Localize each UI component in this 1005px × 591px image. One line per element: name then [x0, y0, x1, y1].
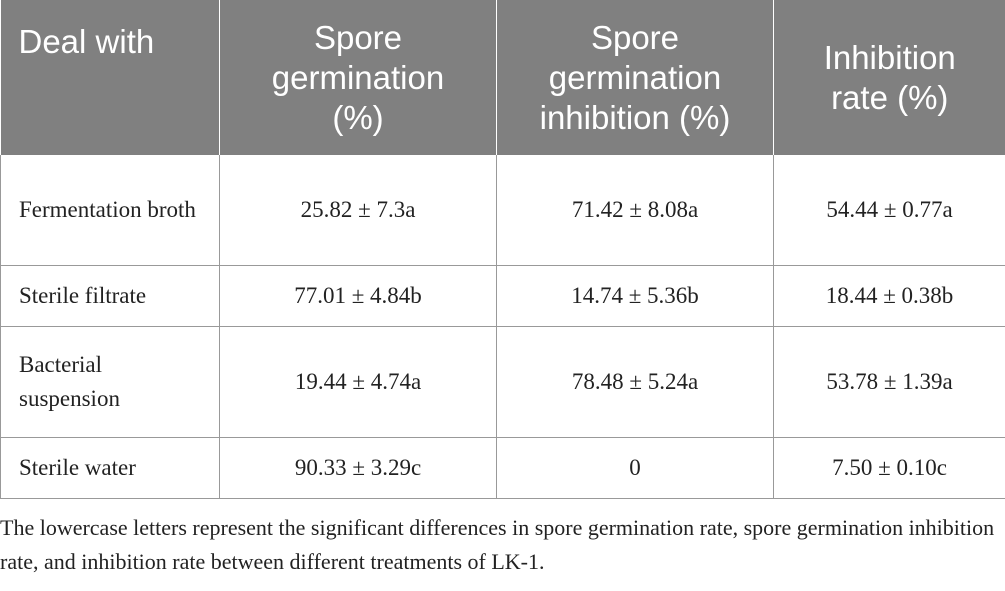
table-cell: 78.48 ± 5.24a	[496, 326, 774, 438]
table-row: Bacterial suspension 19.44 ± 4.74a 78.48 ±…	[0, 326, 1005, 438]
header-row: Deal with Spore germination (%) Spore germ…	[0, 0, 1005, 155]
table-cell: 7.50 ± 0.10c	[773, 437, 1005, 499]
header-cell: Spore germination (%)	[219, 0, 497, 155]
table-cell: 14.74 ± 5.36b	[496, 265, 774, 327]
table-row: Sterile filtrate 77.01 ± 4.84b 14.74 ± 5.3…	[0, 265, 1005, 327]
header-cell: Inhibition rate (%)	[773, 0, 1005, 155]
row-label: Sterile filtrate	[0, 265, 220, 327]
table-cell: 0	[496, 437, 774, 499]
table-header: Deal with Spore germination (%) Spore germ…	[0, 0, 1005, 155]
header-cell: Spore germination inhibition (%)	[496, 0, 774, 155]
row-label: Bacterial suspension	[0, 326, 220, 438]
table-cell: 25.82 ± 7.3a	[219, 155, 497, 266]
header-cell: Deal with	[0, 0, 220, 155]
footnote: The lowercase letters represent the sign…	[0, 515, 995, 574]
row-label: Sterile water	[0, 437, 220, 499]
table-cell: 54.44 ± 0.77a	[773, 155, 1005, 266]
table-row: Fermentation broth 25.82 ± 7.3a 71.42 ± 8.…	[0, 155, 1005, 266]
table-cell: 77.01 ± 4.84b	[219, 265, 497, 327]
table-row: Sterile water 90.33 ± 3.29c 0 7.50 ± 0.10c	[0, 437, 1005, 499]
row-label: Fermentation broth	[0, 155, 220, 266]
table-cell: 19.44 ± 4.74a	[219, 326, 497, 438]
table-cell: 90.33 ± 3.29c	[219, 437, 497, 499]
table-body: Fermentation broth 25.82 ± 7.3a 71.42 ± 8.…	[0, 155, 1005, 499]
table-cell: 71.42 ± 8.08a	[496, 155, 774, 266]
table-cell: 18.44 ± 0.38b	[773, 265, 1005, 327]
table-cell: 53.78 ± 1.39a	[773, 326, 1005, 438]
data-table: Deal with Spore germination (%) Spore germ…	[0, 0, 1005, 499]
